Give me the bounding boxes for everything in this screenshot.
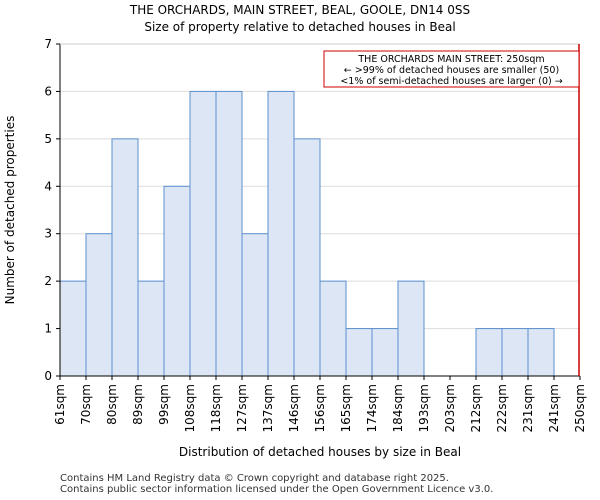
y-tick-label: 3 bbox=[44, 227, 52, 241]
x-tick-label-61sqm: 61sqm bbox=[53, 384, 67, 425]
x-tick-label-146sqm: 146sqm bbox=[287, 384, 301, 432]
x-tick-label-99sqm: 99sqm bbox=[157, 384, 171, 425]
annotation-line-1: THE ORCHARDS MAIN STREET: 250sqm bbox=[357, 54, 544, 65]
y-tick-label: 5 bbox=[44, 132, 52, 146]
bar-156sqm bbox=[319, 280, 347, 377]
x-tick-label-231sqm: 231sqm bbox=[521, 384, 535, 432]
bar-70sqm bbox=[85, 233, 113, 377]
x-tick-label-250sqm: 250sqm bbox=[573, 384, 587, 432]
y-tick-label: 1 bbox=[44, 322, 52, 336]
x-tick-label-165sqm: 165sqm bbox=[339, 384, 353, 432]
bar-212sqm bbox=[475, 328, 503, 377]
x-tick-label-118sqm: 118sqm bbox=[209, 384, 223, 432]
y-tick-label: 0 bbox=[44, 369, 52, 383]
x-tick-label-89sqm: 89sqm bbox=[131, 384, 145, 425]
bar-80sqm bbox=[111, 138, 139, 377]
x-tick-label-241sqm: 241sqm bbox=[547, 384, 561, 432]
bar-89sqm bbox=[137, 280, 165, 377]
y-tick-label: 6 bbox=[44, 84, 52, 98]
x-tick-label-156sqm: 156sqm bbox=[313, 384, 327, 432]
bar-231sqm bbox=[527, 328, 555, 377]
y-tick-label: 2 bbox=[44, 274, 52, 288]
x-tick-label-174sqm: 174sqm bbox=[365, 384, 379, 432]
y-tick-label: 7 bbox=[44, 37, 52, 51]
footer-line-1: Contains HM Land Registry data © Crown c… bbox=[60, 473, 449, 484]
x-tick-label-212sqm: 212sqm bbox=[469, 384, 483, 432]
chart-title: THE ORCHARDS, MAIN STREET, BEAL, GOOLE, … bbox=[129, 3, 471, 17]
bar-99sqm bbox=[163, 185, 191, 377]
bar-184sqm bbox=[397, 280, 425, 377]
annotation-line-2: ← >99% of detached houses are smaller (5… bbox=[344, 65, 559, 76]
bar-222sqm bbox=[501, 328, 529, 377]
bar-137sqm bbox=[267, 90, 295, 377]
bar-108sqm bbox=[189, 90, 217, 377]
y-tick-label: 4 bbox=[44, 179, 52, 193]
bar-127sqm bbox=[241, 233, 269, 377]
x-tick-label-70sqm: 70sqm bbox=[79, 384, 93, 425]
y-axis-label: Number of detached properties bbox=[3, 116, 17, 305]
bar-61sqm bbox=[59, 280, 87, 377]
x-tick-label-222sqm: 222sqm bbox=[495, 384, 509, 432]
bar-118sqm bbox=[215, 90, 243, 377]
annotation-line-3: <1% of semi-detached houses are larger (… bbox=[340, 76, 562, 87]
footer-line-2: Contains public sector information licen… bbox=[60, 484, 494, 495]
x-tick-label-127sqm: 127sqm bbox=[235, 384, 249, 432]
bar-146sqm bbox=[293, 138, 321, 377]
x-axis-label: Distribution of detached houses by size … bbox=[179, 445, 461, 459]
x-tick-label-137sqm: 137sqm bbox=[261, 384, 275, 432]
x-tick-label-184sqm: 184sqm bbox=[391, 384, 405, 432]
chart-subtitle: Size of property relative to detached ho… bbox=[144, 20, 456, 34]
x-tick-label-203sqm: 203sqm bbox=[443, 384, 457, 432]
annotation-box bbox=[323, 50, 580, 88]
bar-165sqm bbox=[345, 328, 373, 377]
x-tick-label-108sqm: 108sqm bbox=[183, 384, 197, 432]
x-tick-label-193sqm: 193sqm bbox=[417, 384, 431, 432]
bar-174sqm bbox=[371, 328, 399, 377]
x-tick-label-80sqm: 80sqm bbox=[105, 384, 119, 425]
